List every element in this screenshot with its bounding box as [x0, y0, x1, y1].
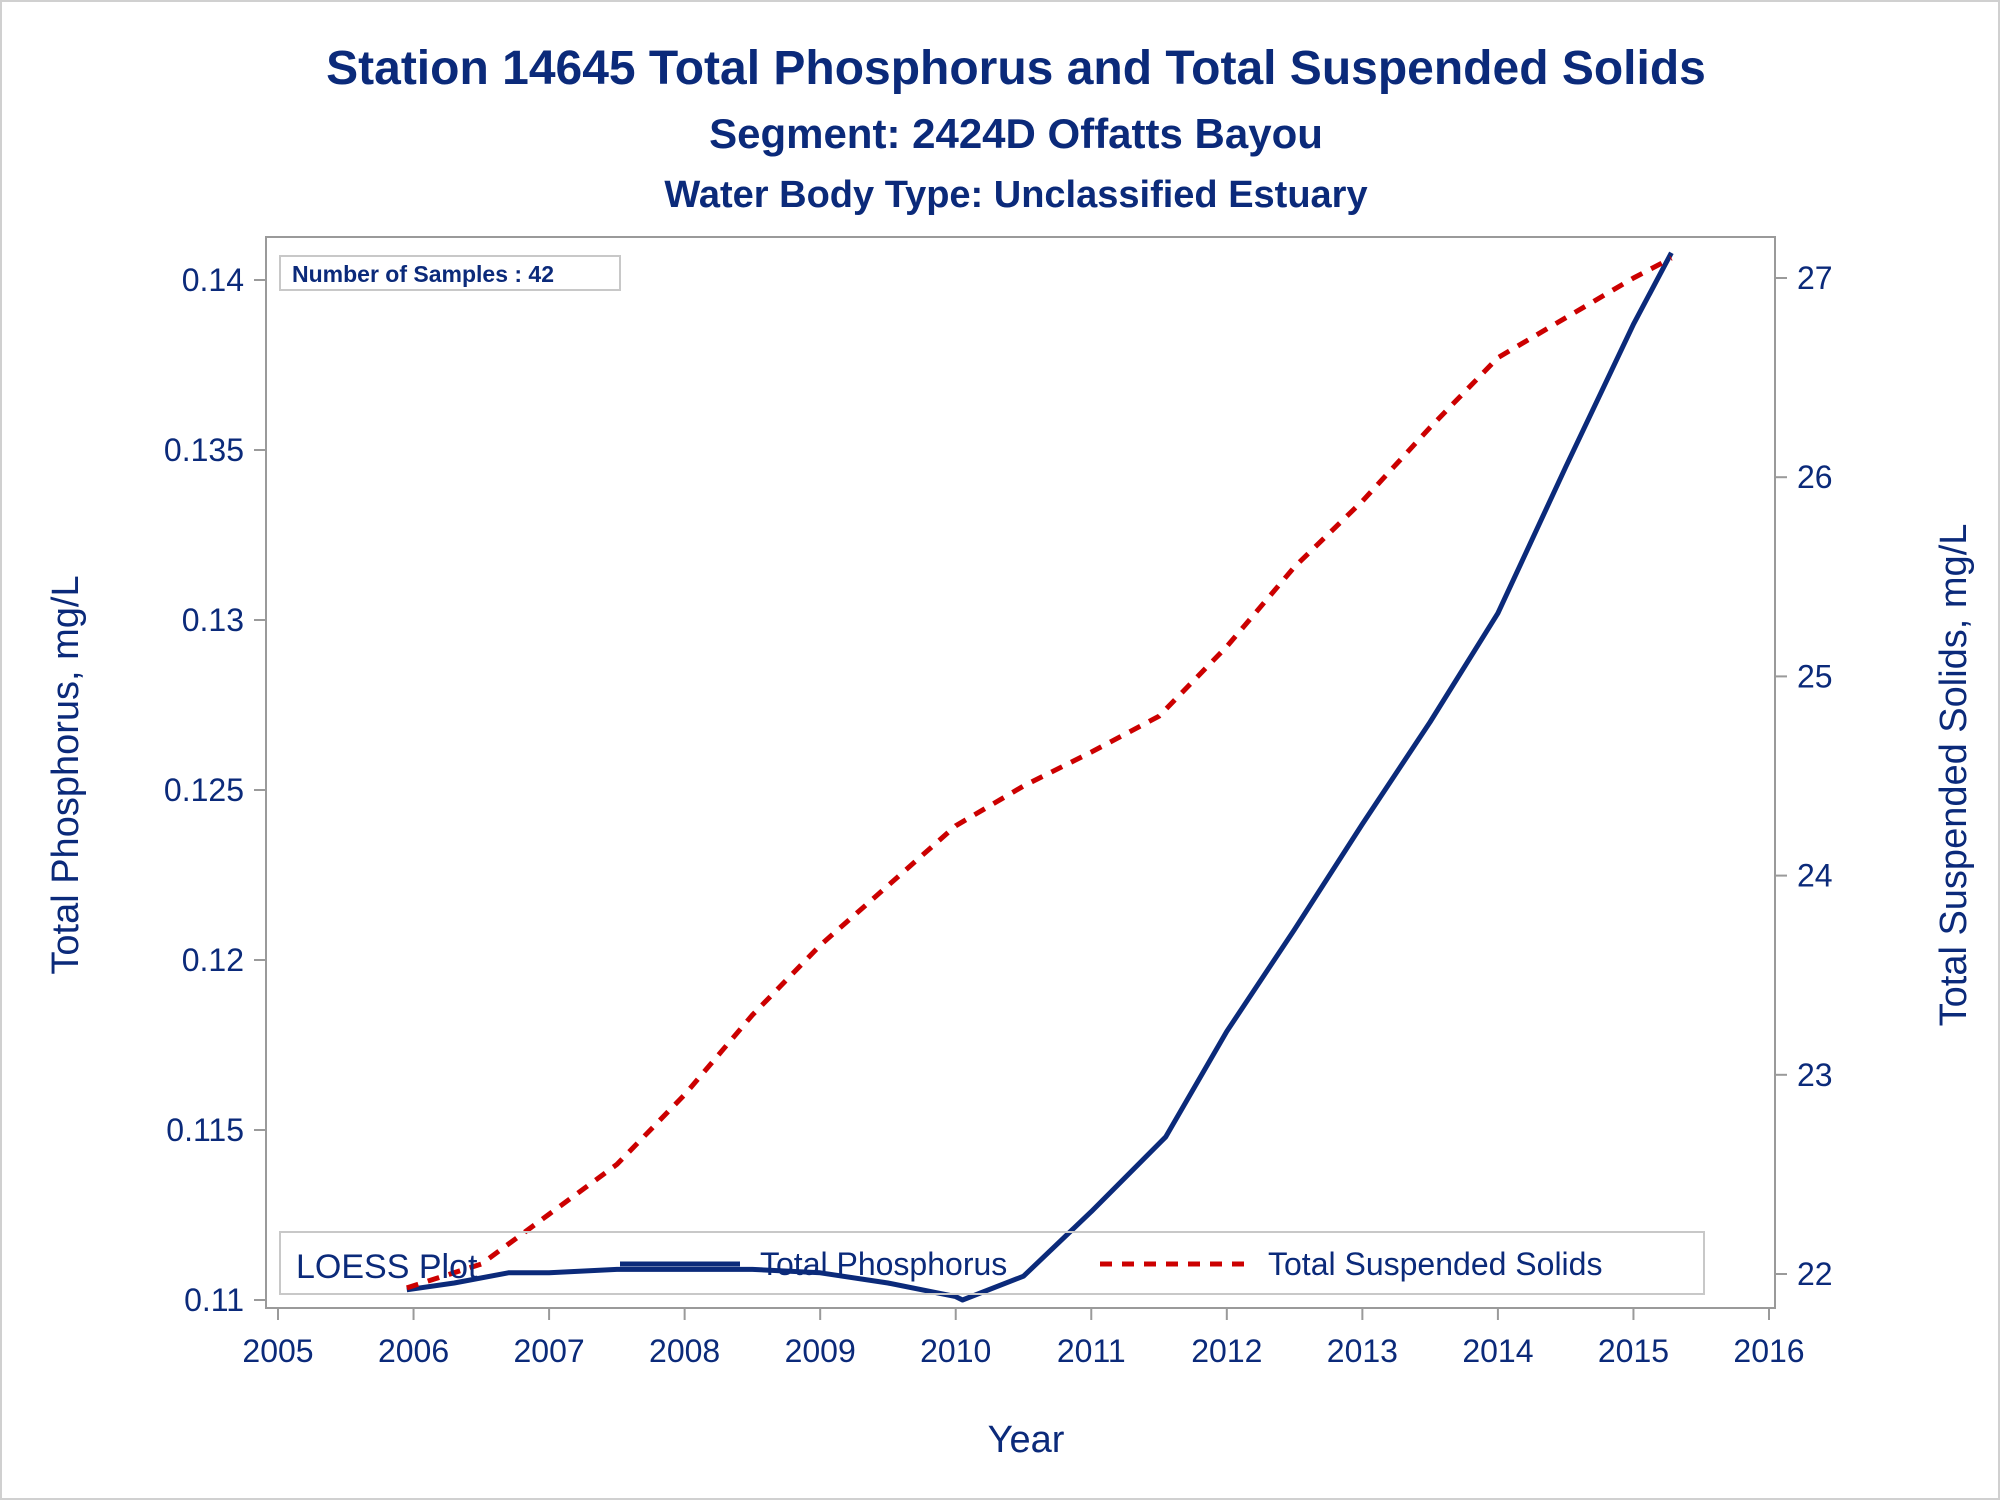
legend: LOESS Plot Total Phosphorus Total Suspen… [279, 1231, 1705, 1295]
x-tick-label: 2016 [1733, 1333, 1804, 1369]
y-left-tick-label: 0.125 [164, 772, 244, 808]
chart-subtitle-2: Water Body Type: Unclassified Estuary [664, 174, 1367, 216]
x-tick-label: 2005 [242, 1333, 313, 1369]
y-right-tick-label: 26 [1797, 459, 1833, 495]
x-tick-label: 2006 [378, 1333, 449, 1369]
chart-subtitle: Segment: 2424D Offatts Bayou [709, 110, 1323, 157]
series-line-2 [406, 255, 1673, 1291]
x-axis: 2005 2006 2007 2008 2009 2010 2011 2012 2013 2014… [242, 1308, 1805, 1369]
y-left-tick-label: 0.115 [166, 1112, 244, 1148]
x-tick-label: 2011 [1057, 1333, 1126, 1369]
x-axis-label: Year [988, 1419, 1065, 1461]
y-left-tick-label: 0.13 [182, 602, 244, 638]
x-tick-label: 2013 [1327, 1333, 1398, 1369]
y-right-tick-label: 27 [1797, 260, 1833, 296]
y-left-tick-label: 0.12 [182, 942, 244, 978]
plot-area [265, 236, 1776, 1309]
x-tick-label: 2010 [920, 1333, 991, 1369]
x-tick-label: 2012 [1191, 1333, 1262, 1369]
chart-title: Station 14645 Total Phosphorus and Total… [326, 42, 1706, 95]
x-tick-label: 2009 [785, 1333, 856, 1369]
y-right-tick-label: 23 [1797, 1057, 1833, 1093]
y-axis-left: 0.11 0.115 0.12 0.125 0.13 0.135 0.14 [164, 262, 266, 1318]
sample-count-annotation: Number of Samples : 42 [279, 255, 621, 291]
y-right-tick-label: 25 [1797, 658, 1833, 694]
series-line-1 [406, 251, 1674, 1303]
y-axis-right-label: Total Suspended Solids, mg/L [1933, 524, 1975, 1027]
legend-label-series-2: Total Suspended Solids [1268, 1246, 1602, 1282]
legend-title: LOESS Plot [296, 1248, 478, 1286]
series-layer [406, 251, 1674, 1303]
x-tick-label: 2014 [1462, 1333, 1533, 1369]
y-right-tick-label: 24 [1797, 858, 1833, 894]
sample-count-text: Number of Samples : 42 [292, 261, 554, 287]
y-left-tick-label: 0.14 [182, 262, 244, 298]
legend-label-series-1: Total Phosphorus [760, 1246, 1007, 1282]
x-tick-label: 2007 [513, 1333, 584, 1369]
y-left-tick-label: 0.135 [164, 432, 244, 468]
y-axis-right: 22 23 24 25 26 27 [1775, 260, 1833, 1292]
x-tick-label: 2015 [1598, 1333, 1669, 1369]
y-axis-left-label: Total Phosphorus, mg/L [45, 575, 87, 974]
legend-box [279, 1231, 1705, 1295]
x-tick-label: 2008 [649, 1333, 720, 1369]
y-right-tick-label: 22 [1797, 1256, 1833, 1292]
y-left-tick-label: 0.11 [184, 1282, 244, 1318]
